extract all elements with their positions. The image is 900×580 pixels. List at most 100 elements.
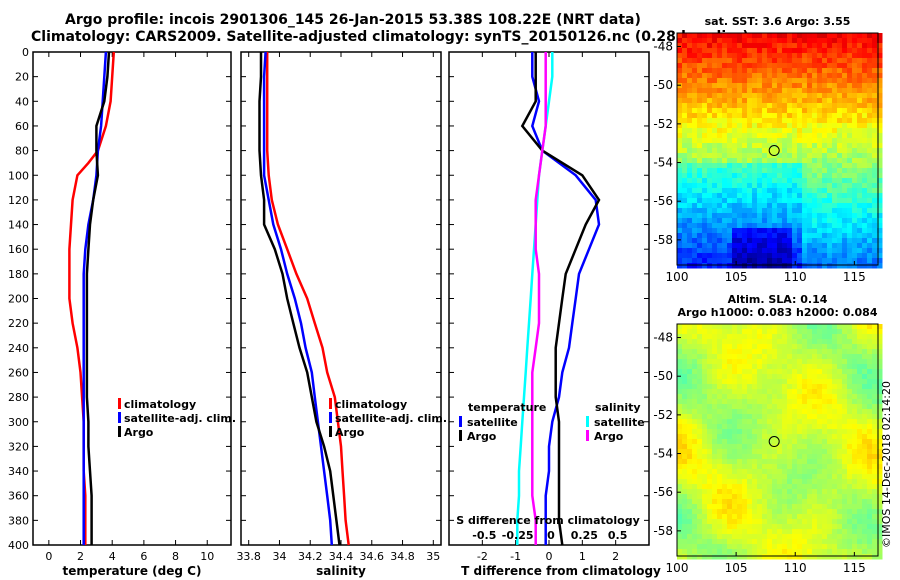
heatmap-cell [767,233,773,239]
heatmap-cell [762,48,768,54]
heatmap-cell [752,88,758,94]
heatmap-cell [812,339,818,345]
heatmap-cell [722,394,728,400]
heatmap-cell [797,123,803,129]
heatmap-cell [827,203,833,209]
heatmap-cell [717,374,723,380]
heatmap-cell [692,33,698,39]
heatmap-cell [762,228,768,234]
heatmap-cell [752,494,758,500]
heatmap-cell [692,108,698,114]
heatmap-cell [827,549,833,555]
heatmap-cell [872,78,878,84]
heatmap-cell [757,359,763,365]
heatmap-cell [692,379,698,385]
heatmap-cell [787,414,793,420]
heatmap-cell [827,223,833,229]
heatmap-cell [702,414,708,420]
heatmap-cell [772,98,778,104]
heatmap-cell [732,554,738,560]
heatmap-cell [857,464,863,470]
heatmap-cell [757,429,763,435]
heatmap-cell [807,163,813,169]
heatmap-cell [857,434,863,440]
heatmap-cell [777,509,783,515]
heatmap-cell [802,364,808,370]
heatmap-cell [877,193,883,199]
heatmap-cell [707,108,713,114]
heatmap-cell [742,208,748,214]
heatmap-cell [722,354,728,360]
heatmap-cell [742,228,748,234]
heatmap-cell [822,223,828,229]
heatmap-cell [707,233,713,239]
heatmap-cell [852,409,858,415]
heatmap-cell [772,519,778,525]
heatmap-cell [827,399,833,405]
heatmap-cell [737,424,743,430]
heatmap-cell [782,489,788,495]
heatmap-cell [852,544,858,550]
heatmap-cell [747,173,753,179]
heatmap-cell [717,98,723,104]
heatmap-cell [857,88,863,94]
heatmap-cell [707,464,713,470]
heatmap-cell [847,128,853,134]
heatmap-cell [847,489,853,495]
heatmap-cell [837,369,843,375]
heatmap-cell [872,514,878,520]
heatmap-cell [737,63,743,69]
heatmap-cell [742,203,748,209]
heatmap-cell [767,554,773,560]
heatmap-cell [852,203,858,209]
heatmap-cell [827,454,833,460]
heatmap-cell [742,439,748,445]
heatmap-cell [782,414,788,420]
heatmap-cell [872,429,878,435]
heatmap-cell [832,504,838,510]
heatmap-cell [682,424,688,430]
heatmap-cell [732,534,738,540]
heatmap-cell [822,349,828,355]
heatmap-cell [687,399,693,405]
heatmap-cell [812,354,818,360]
x-tick-label: 34.8 [390,550,415,563]
heatmap-cell [707,63,713,69]
heatmap-cell [697,93,703,99]
heatmap-cell [782,218,788,224]
heatmap-cell [837,168,843,174]
heatmap-cell [767,53,773,59]
heatmap-cell [762,534,768,540]
heatmap-cell [837,198,843,204]
heatmap-cell [772,68,778,74]
heatmap-cell [712,529,718,535]
heatmap-cell [692,143,698,149]
heatmap-cell [752,484,758,490]
heatmap-cell [852,554,858,560]
heatmap-cell [872,539,878,545]
heatmap-cell [737,263,743,269]
heatmap-cell [797,248,803,254]
heatmap-cell [772,404,778,410]
heatmap-cell [732,243,738,249]
heatmap-cell [862,459,868,465]
heatmap-cell [712,499,718,505]
heatmap-cell [872,218,878,224]
heatmap-cell [792,68,798,74]
heatmap-cell [717,414,723,420]
heatmap-cell [797,434,803,440]
heatmap-cell [727,399,733,405]
heatmap-cell [827,509,833,515]
heatmap-cell [852,223,858,229]
heatmap-cell [802,539,808,545]
heatmap-cell [792,494,798,500]
heatmap-cell [842,324,848,330]
heatmap-cell [697,369,703,375]
heatmap-cell [677,424,683,430]
heatmap-cell [817,449,823,455]
heatmap-cell [772,334,778,340]
heatmap-cell [802,153,808,159]
heatmap-cell [687,474,693,480]
heatmap-cell [712,58,718,64]
heatmap-cell [757,549,763,555]
